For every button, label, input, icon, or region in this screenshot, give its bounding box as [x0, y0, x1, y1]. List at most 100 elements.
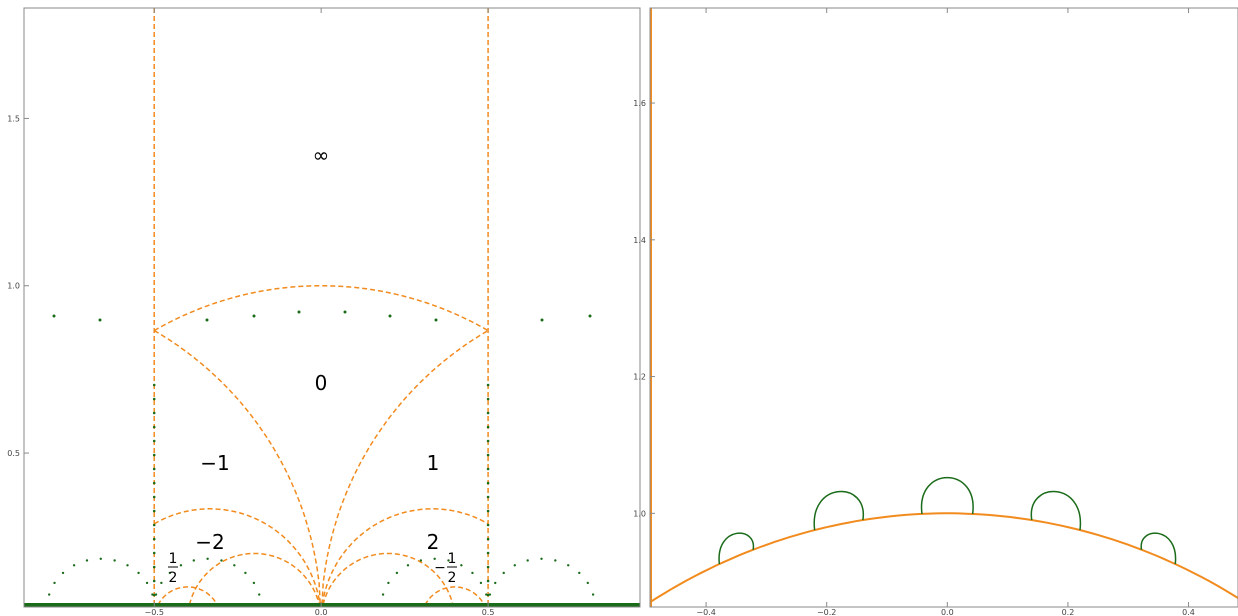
x-tick-label: −0.5 [144, 608, 163, 616]
region-label: 0 [315, 371, 328, 395]
dot [433, 557, 436, 561]
dot [205, 318, 209, 322]
dot [252, 581, 256, 585]
dot [160, 581, 163, 585]
y-tick-label: 1.6 [633, 99, 646, 108]
dot [447, 559, 450, 562]
arc [153, 284, 489, 332]
dot [486, 411, 490, 415]
dot [152, 467, 156, 471]
dot [220, 559, 223, 562]
dot [588, 314, 592, 318]
dot [168, 571, 172, 575]
dot [297, 310, 301, 314]
dot [152, 481, 156, 485]
dot [258, 593, 261, 596]
dot [233, 564, 236, 567]
dot [486, 495, 490, 499]
dot [206, 557, 209, 561]
region-label: ∞ [313, 143, 330, 167]
arc [153, 329, 322, 607]
dot [486, 481, 490, 485]
dot [486, 383, 490, 387]
dot [591, 593, 595, 596]
dot [152, 397, 156, 401]
dot [406, 564, 410, 567]
x-tick-label: 0.0 [315, 608, 328, 616]
x-tick-label: −0.4 [696, 608, 715, 616]
dot [151, 593, 154, 596]
dot [554, 559, 557, 562]
dot [192, 559, 196, 562]
x-tick-label: −0.2 [817, 608, 836, 616]
arc [188, 552, 321, 607]
dot [395, 571, 399, 575]
y-tick-label: 1.0 [633, 509, 646, 518]
fraction-denominator: 2 [169, 570, 178, 586]
bump [718, 532, 754, 565]
bump [920, 477, 974, 515]
dot [152, 495, 156, 499]
dot [486, 439, 490, 443]
dot [419, 559, 423, 562]
dot [486, 523, 490, 527]
plot-frame [23, 7, 641, 608]
dot [343, 310, 347, 314]
dot [244, 571, 247, 575]
dot [152, 439, 156, 443]
dot [526, 559, 529, 562]
dot [152, 551, 156, 555]
dot [152, 425, 156, 429]
dot [486, 425, 490, 429]
dot [540, 557, 543, 561]
dot [179, 564, 183, 567]
dot [486, 565, 490, 569]
dot [387, 581, 390, 585]
dot [113, 559, 116, 562]
dot [152, 453, 156, 457]
bump [1030, 490, 1082, 531]
x-tick-label: 0.4 [1182, 608, 1195, 616]
dot [145, 581, 149, 585]
dot [152, 579, 156, 583]
dot [388, 314, 392, 318]
dot [152, 565, 156, 569]
y-tick-label: 1.0 [7, 282, 20, 291]
dot [486, 579, 490, 583]
bump [1140, 532, 1177, 565]
arc [321, 552, 454, 607]
dot [47, 593, 51, 596]
dot [471, 571, 474, 575]
dot [486, 397, 490, 401]
plot [24, 8, 640, 607]
unit-circle [650, 512, 1238, 604]
dot [479, 581, 483, 585]
dot [53, 581, 56, 585]
plot-frame [649, 7, 1238, 608]
dot [99, 557, 102, 561]
dot [52, 314, 56, 318]
dot [485, 593, 488, 596]
dot [72, 564, 76, 567]
fraction-numerator: 1 [169, 551, 178, 567]
dot [252, 314, 256, 318]
arc [156, 586, 219, 607]
dot [540, 318, 544, 322]
arc [153, 508, 321, 607]
dot [434, 318, 438, 322]
fraction-numerator: 1 [448, 551, 457, 567]
dot [126, 564, 129, 567]
y-tick-label: 1.2 [633, 373, 646, 382]
plot [650, 8, 1238, 607]
region-label: 2 [427, 530, 440, 554]
dot [98, 318, 102, 322]
dot [486, 537, 490, 541]
y-tick-label: 1.5 [7, 114, 20, 123]
y-tick-label: 1.4 [633, 236, 646, 245]
dot [152, 411, 156, 415]
arc [321, 329, 489, 607]
x-tick-label: 0.0 [941, 608, 954, 616]
arc [423, 586, 487, 607]
x-tick-label: 0.5 [482, 608, 495, 616]
